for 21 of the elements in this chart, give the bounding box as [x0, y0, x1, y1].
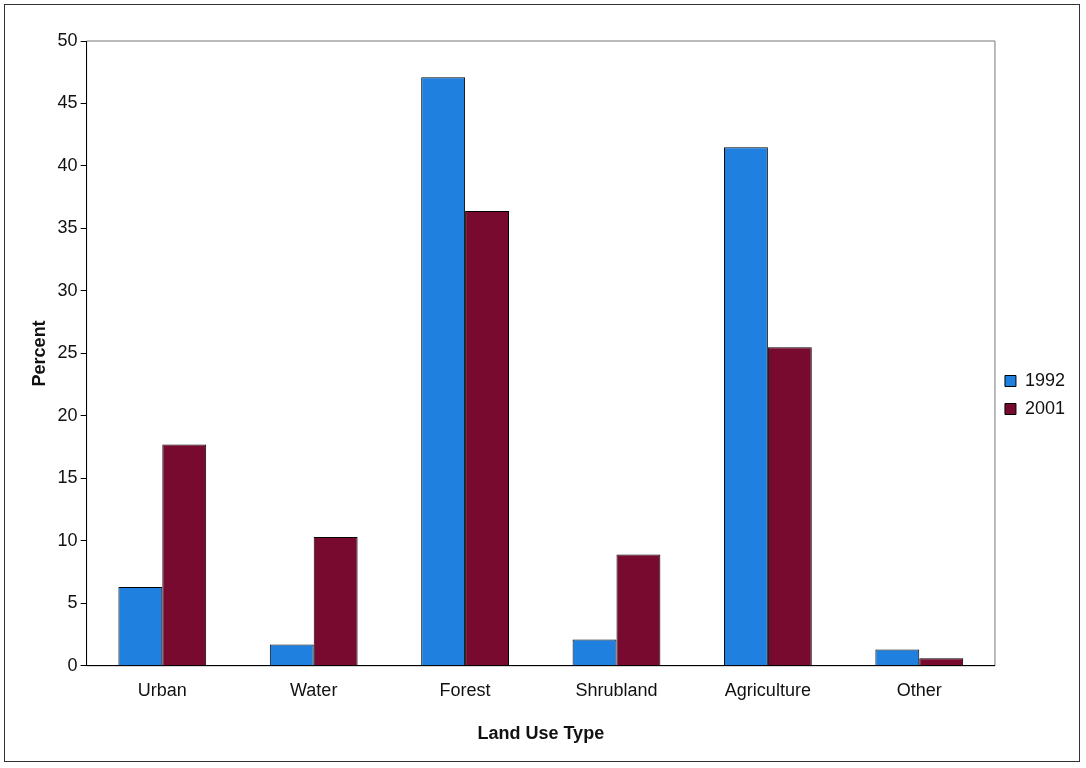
- y-tick-label: 35: [57, 217, 78, 238]
- x-tick-label: Water: [290, 679, 338, 700]
- y-tick-label: 30: [57, 279, 78, 300]
- x-tick-label: Urban: [137, 679, 187, 700]
- y-tick-label: 50: [57, 29, 78, 50]
- legend-label: 1992: [1024, 369, 1065, 390]
- y-tick-label: 15: [57, 467, 78, 488]
- legend-label: 2001: [1024, 397, 1065, 418]
- y-tick-label: 20: [57, 404, 78, 425]
- y-tick-label: 5: [67, 592, 78, 613]
- y-tick-label: 10: [57, 529, 78, 550]
- x-tick-label: Agriculture: [724, 679, 811, 700]
- y-tick-label: 25: [57, 342, 78, 363]
- x-tick-label: Other: [896, 679, 942, 700]
- y-axis-title: Percent: [28, 320, 49, 387]
- x-tick-label: Shrubland: [575, 679, 658, 700]
- x-axis-title: Land Use Type: [477, 723, 605, 744]
- x-tick-label: Forest: [439, 679, 491, 700]
- y-tick-label: 0: [67, 654, 78, 675]
- y-tick-label: 45: [57, 92, 78, 113]
- y-tick-label: 40: [57, 154, 78, 175]
